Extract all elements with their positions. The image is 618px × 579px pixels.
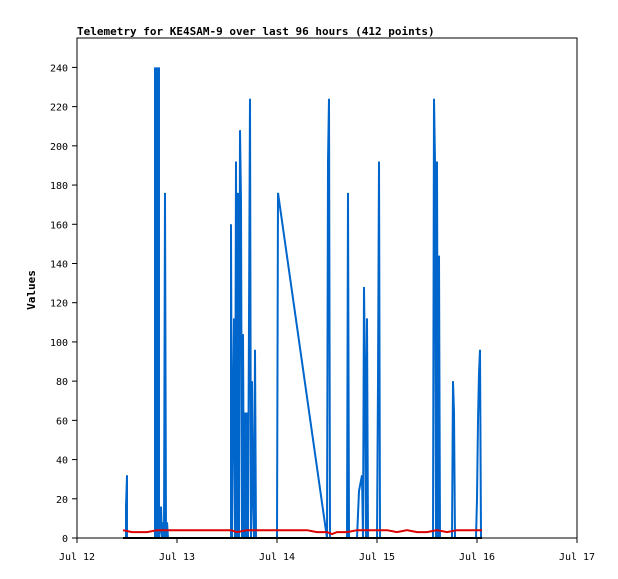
y-tick-label: 140 — [50, 259, 68, 270]
series-line-1 — [125, 67, 482, 539]
y-tick-label: 60 — [56, 416, 68, 427]
y-tick-label: 240 — [50, 63, 68, 74]
y-tick-label: 160 — [50, 220, 68, 231]
x-tick-label: Jul 14 — [259, 552, 295, 563]
y-axis: 0 20 40 60 80 100 120 140 160 180 200 220 240 — [50, 63, 77, 545]
x-tick-label: Jul 17 — [559, 552, 595, 563]
y-tick-label: 180 — [50, 181, 68, 192]
y-tick-label: 100 — [50, 338, 68, 349]
y-tick-label: 20 — [56, 495, 68, 506]
y-tick-label: 0 — [62, 534, 68, 545]
x-tick-label: Jul 16 — [459, 552, 495, 563]
chart-title: Telemetry for KE4SAM-9 over last 96 hour… — [77, 25, 435, 38]
series-line-2 — [122, 529, 482, 536]
y-tick-label: 120 — [50, 299, 68, 310]
y-tick-label: 220 — [50, 103, 68, 114]
x-axis: Jul 12 Jul 13 Jul 14 Jul 15 Jul 16 Jul 17 — [59, 538, 595, 563]
x-tick-label: Jul 12 — [59, 552, 95, 563]
series-layer — [122, 67, 482, 539]
y-tick-label: 200 — [50, 142, 68, 153]
y-axis-label: Values — [25, 270, 38, 310]
x-tick-label: Jul 13 — [159, 552, 195, 563]
y-tick-label: 80 — [56, 377, 68, 388]
x-tick-label: Jul 15 — [359, 552, 395, 563]
y-tick-label: 40 — [56, 456, 68, 467]
